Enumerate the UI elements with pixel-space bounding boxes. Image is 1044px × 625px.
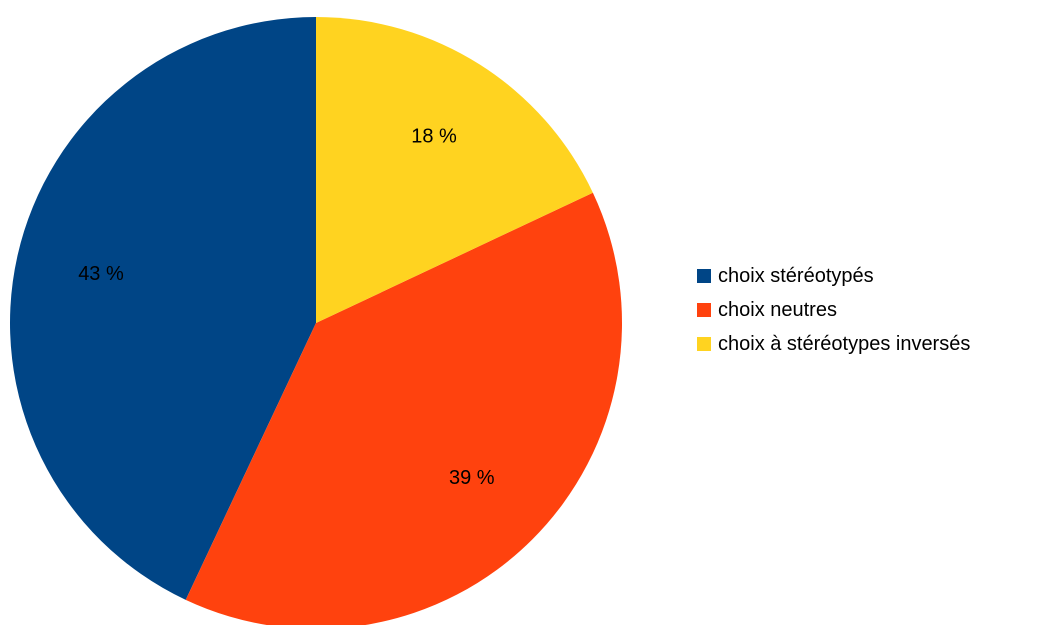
legend-swatch-neutres [697,303,711,317]
legend: choix stéréotypés choix neutres choix à … [697,259,970,361]
legend-item-neutres: choix neutres [697,293,970,327]
legend-item-inverses: choix à stéréotypes inversés [697,327,970,361]
legend-item-stereotypes: choix stéréotypés [697,259,970,293]
slice-value-label-stereotypes: 43 % [78,263,124,285]
pie-slice-inverses [316,17,593,323]
legend-label-stereotypes: choix stéréotypés [718,264,874,287]
legend-label-inverses: choix à stéréotypes inversés [718,332,971,355]
legend-label-neutres: choix neutres [718,298,837,321]
pie-slice-stereotypes [10,17,316,600]
slice-value-label-neutres: 39 % [449,467,495,489]
legend-swatch-stereotypes [697,269,711,283]
slice-value-label-inverses: 18 % [411,125,457,147]
legend-swatch-inverses [697,337,711,351]
pie-slice-neutres [185,192,622,625]
